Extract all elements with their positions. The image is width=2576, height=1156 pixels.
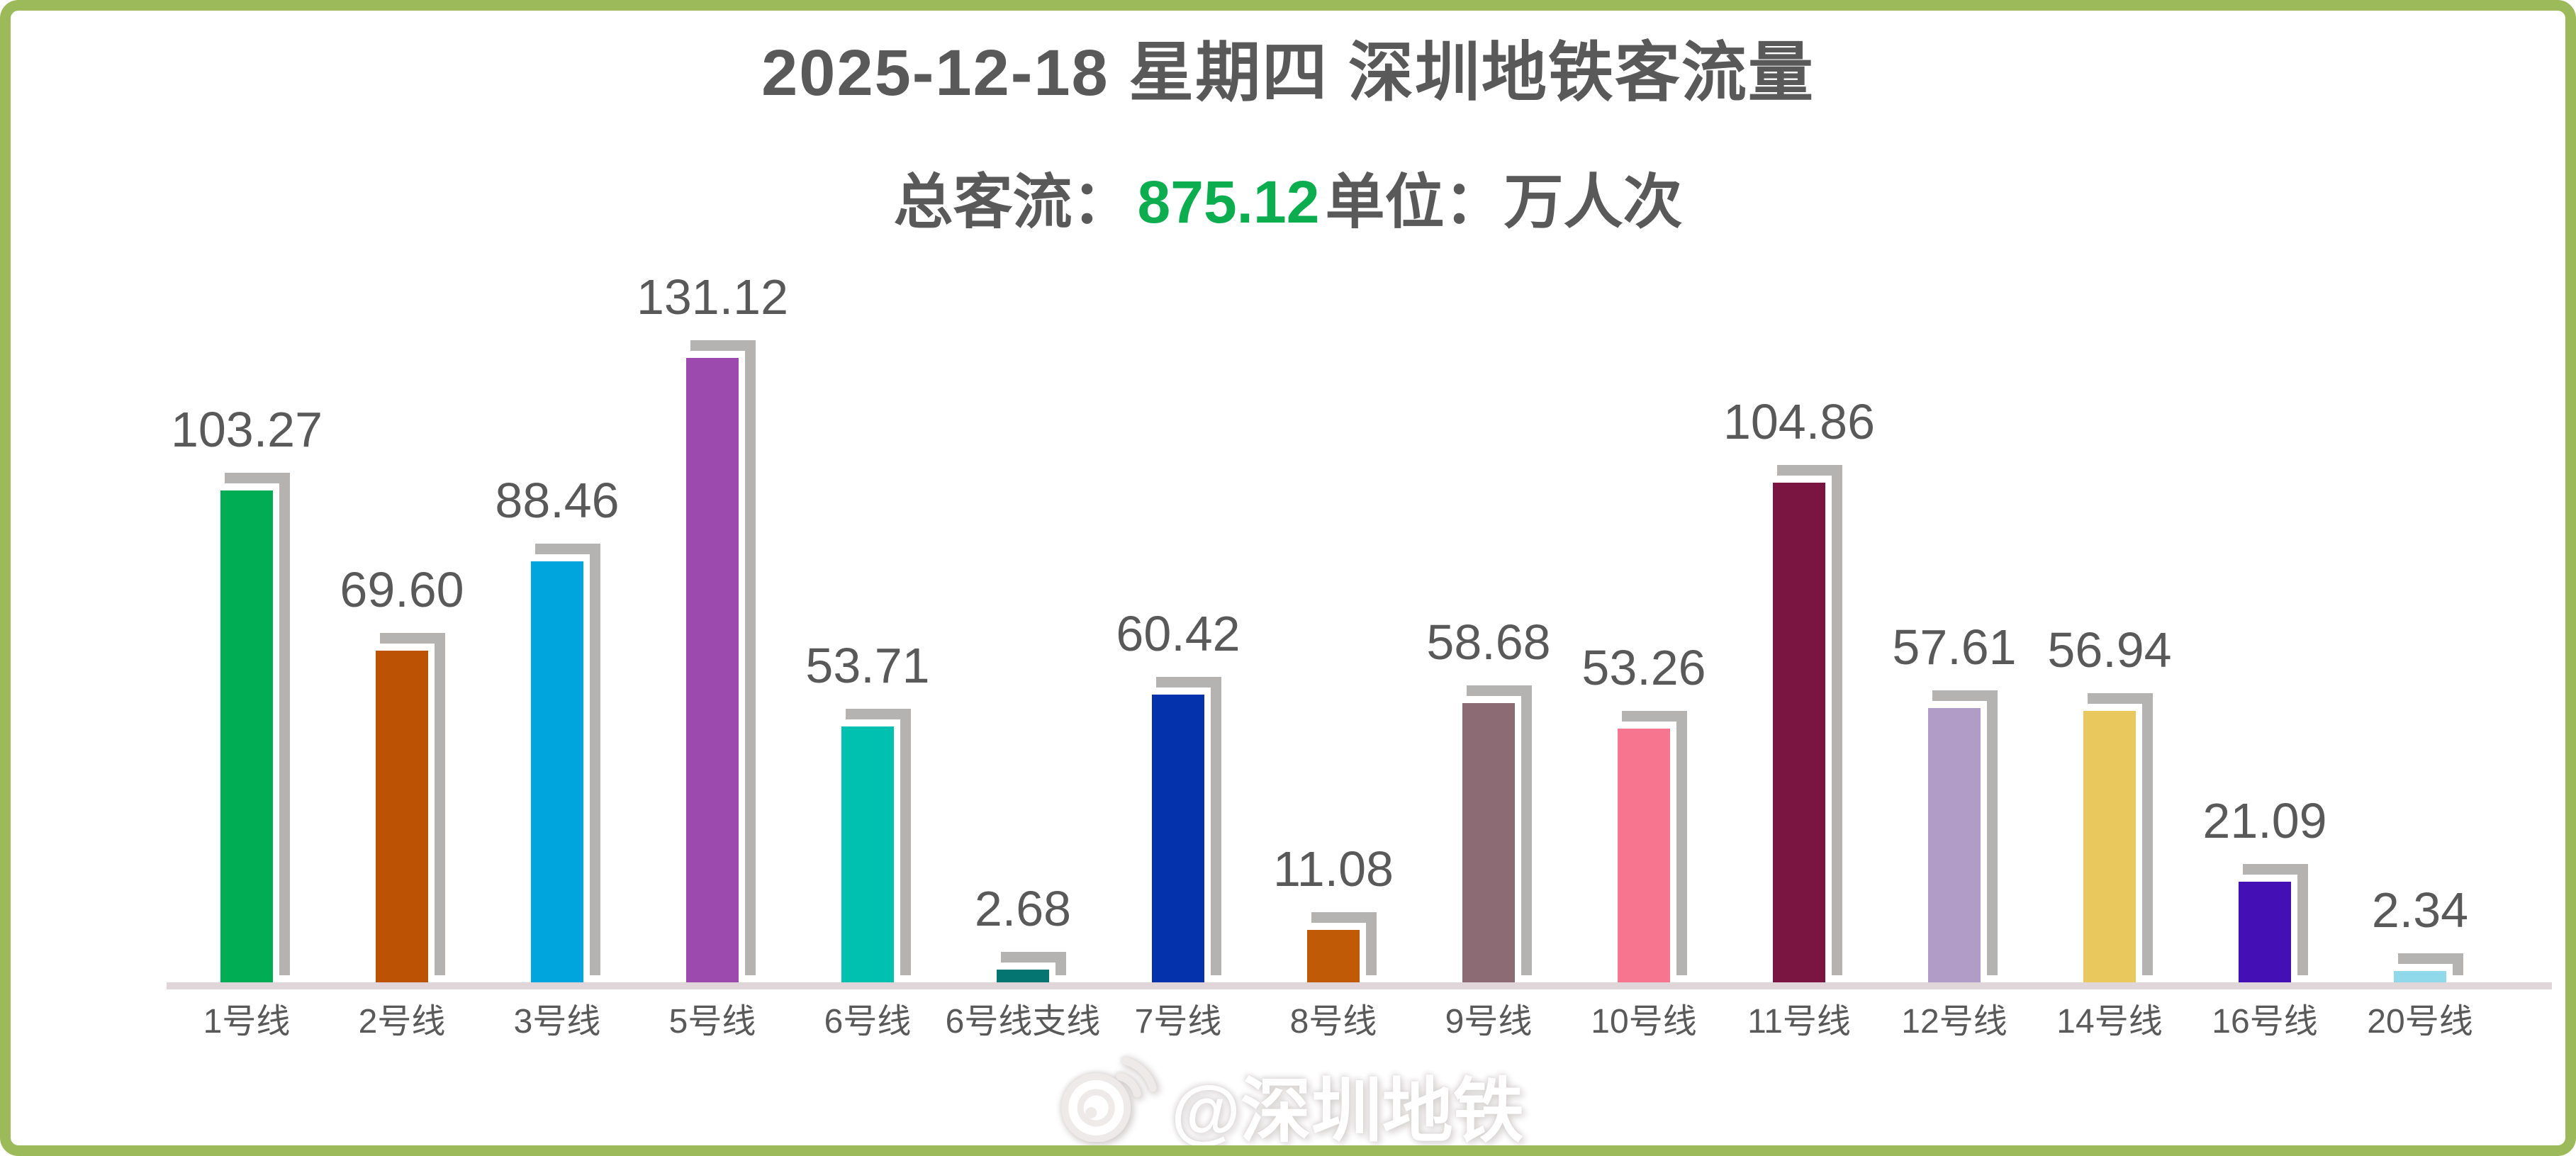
bar-shadow [225,473,290,975]
bar-shadow [1467,685,1532,975]
bar-8号线 [1307,929,1360,982]
x-axis-label: 2号线 [358,1003,446,1040]
value-label: 103.27 [170,402,323,458]
bar-shadow [846,709,911,975]
bar-6号线 [841,726,894,982]
value-label: 131.12 [636,269,789,325]
x-axis-label: 9号线 [1445,1003,1533,1040]
bar-11号线 [1773,483,1825,982]
value-label: 2.68 [974,880,1072,936]
x-axis-label: 12号线 [1901,1003,2007,1040]
bar-20号线 [2394,971,2446,982]
bar-9号线 [1462,702,1515,982]
x-axis-label: 3号线 [513,1003,601,1040]
bar-shadow [1311,911,1377,975]
bar-14号线 [2083,711,2136,982]
bar-1号线 [220,490,273,982]
x-axis-label: 1号线 [203,1003,291,1040]
bar-5号线 [686,357,739,982]
x-axis-label: 10号线 [1591,1003,1697,1040]
watermark: @深圳地铁 [1052,1050,1524,1156]
bar-shadow [535,543,600,975]
value-label: 69.60 [340,562,464,618]
value-label: 56.94 [2047,622,2172,678]
x-axis-label: 7号线 [1134,1003,1222,1040]
value-label: 11.08 [1273,841,1394,897]
x-axis-label: 6号线 [824,1003,912,1040]
watermark-text: @深圳地铁 [1171,1071,1524,1151]
bar-shadow [380,633,445,975]
bar-shadow [2243,864,2308,975]
value-label: 60.42 [1116,605,1241,661]
bar-10号线 [1618,729,1670,982]
unit-label: 单位：万人次 [1325,169,1683,235]
bar-16号线 [2239,882,2291,982]
bar-3号线 [531,561,583,982]
bar-2号线 [376,651,428,982]
x-axis-line [167,982,2552,989]
bar-shadow [1001,951,1066,975]
bar-shadow [1932,690,1998,975]
bar-shadow [2398,953,2463,975]
x-axis-label: 20号线 [2367,1003,2473,1040]
value-label: 2.34 [2371,882,2469,938]
chart-subtitle: 总客流：875.12单位：万人次 [0,155,2576,240]
value-label: 53.71 [805,638,930,694]
x-axis-label: 6号线支线 [945,1003,1101,1040]
bar-12号线 [1928,707,1981,982]
x-axis-label: 14号线 [2056,1003,2163,1040]
page-title: 2025-12-18 星期四 深圳地铁客流量 [761,37,1815,109]
total-label: 总客流： [893,169,1132,235]
total-value: 875.12 [1137,169,1320,235]
bar-7号线 [1152,694,1204,982]
value-label: 57.61 [1892,619,2017,675]
value-label: 53.26 [1581,640,1706,696]
bar-6号线支线 [997,969,1049,982]
value-label: 58.68 [1426,614,1551,670]
weibo-icon [1052,1050,1158,1156]
bar-shadow [2088,693,2153,975]
bar-shadow [1622,711,1687,975]
x-axis-label: 16号线 [2212,1003,2318,1040]
x-axis-label: 11号线 [1747,1003,1851,1040]
bar-shadow [1156,676,1221,975]
x-axis-label: 8号线 [1289,1003,1377,1040]
value-label: 88.46 [495,472,620,528]
bar-shadow [690,339,756,975]
value-label: 104.86 [1723,394,1876,450]
value-label: 21.09 [2202,793,2327,849]
bar-shadow [1777,465,1842,975]
x-axis-label: 5号线 [668,1003,756,1040]
